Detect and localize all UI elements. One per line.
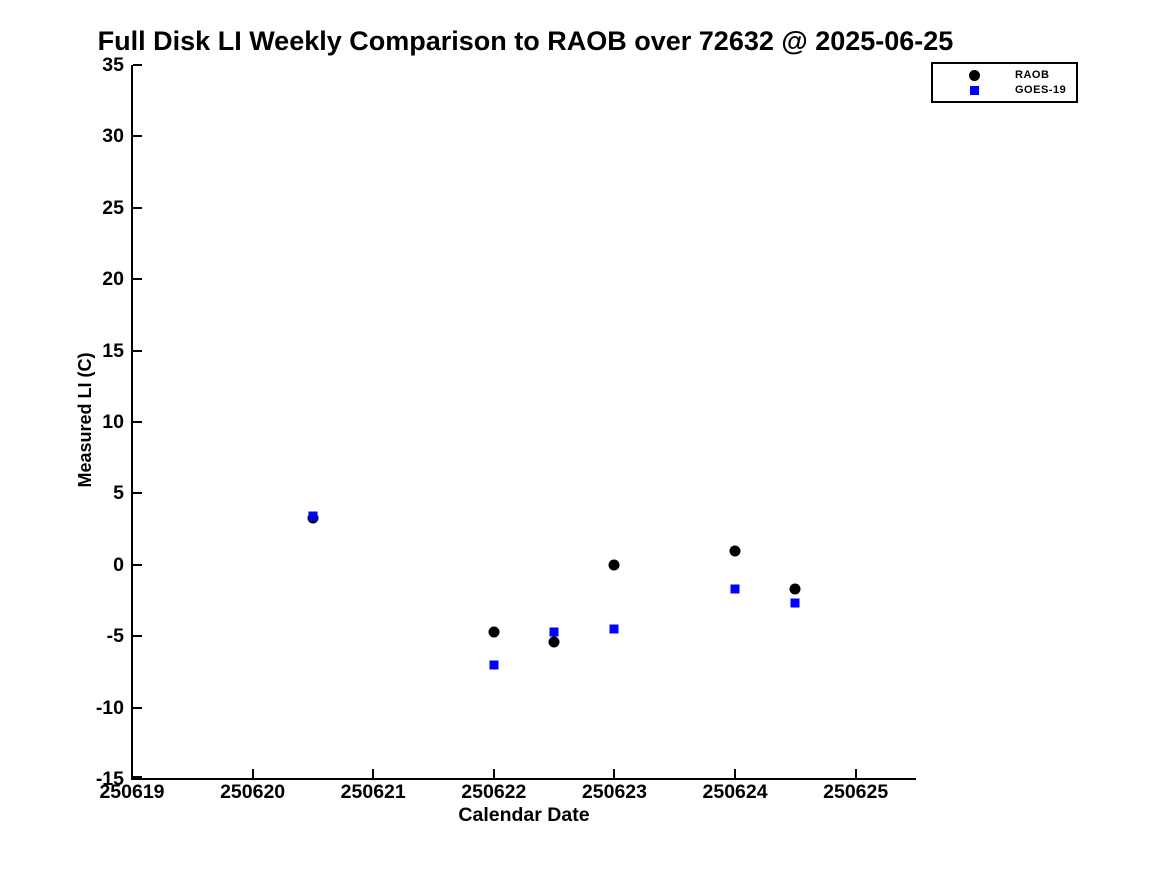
- y-tick-label: 20: [102, 268, 124, 291]
- goes-19-square-marker-icon: [969, 86, 979, 95]
- y-tick-mark: [133, 135, 142, 138]
- legend-marker-cell: [933, 70, 1015, 81]
- legend-item-raob: RAOB: [933, 68, 1076, 83]
- y-tick-label: 30: [102, 125, 124, 148]
- data-point-goes-19: [609, 624, 619, 634]
- x-tick-label: 250621: [340, 781, 406, 803]
- y-tick-label: 10: [102, 411, 124, 433]
- legend-marker-cell: [933, 86, 1015, 95]
- y-tick-mark: [133, 278, 142, 281]
- x-tick-mark: [734, 769, 737, 778]
- y-tick-mark: [133, 421, 142, 423]
- raob-circle-marker-icon: [968, 70, 980, 81]
- y-tick-mark: [133, 563, 142, 566]
- y-tick-label: -10: [95, 696, 124, 719]
- y-tick-label: 35: [102, 54, 124, 76]
- legend: RAOB GOES-19: [931, 62, 1078, 103]
- legend-item-goes-19: GOES-19: [933, 83, 1076, 98]
- y-tick-mark: [133, 64, 142, 66]
- x-tick-label: 250622: [461, 781, 527, 803]
- data-point-goes-19: [549, 627, 559, 637]
- x-tick-mark: [492, 769, 495, 778]
- x-axis-label: Calendar Date: [458, 804, 590, 826]
- data-point-raob: [548, 636, 560, 648]
- data-point-goes-19: [730, 584, 740, 594]
- x-tick-label: 250623: [581, 781, 647, 803]
- x-tick-mark: [251, 769, 254, 778]
- legend-label-raob: RAOB: [1015, 69, 1050, 81]
- y-tick-label: -15: [95, 768, 124, 790]
- y-tick-mark: [133, 776, 142, 778]
- y-tick-label: -5: [106, 625, 124, 648]
- x-tick-mark: [613, 769, 616, 778]
- y-tick-mark: [133, 349, 142, 352]
- data-point-raob: [488, 626, 500, 638]
- chart-title: Full Disk LI Weekly Comparison to RAOB o…: [97, 26, 954, 56]
- data-point-goes-19: [489, 660, 499, 670]
- x-tick-label: 250619: [99, 781, 165, 803]
- data-point-raob: [608, 559, 620, 571]
- x-tick-label: 250625: [823, 781, 889, 803]
- y-tick-label: 5: [113, 482, 124, 505]
- x-tick-mark: [131, 769, 133, 778]
- plot-area: [131, 64, 916, 780]
- x-tick-label: 250624: [702, 781, 768, 803]
- y-tick-mark: [133, 206, 142, 209]
- data-point-raob: [789, 583, 801, 595]
- y-tick-mark: [133, 635, 142, 638]
- y-tick-label: 0: [113, 553, 124, 576]
- data-point-goes-19: [308, 511, 318, 521]
- x-tick-mark: [854, 769, 857, 778]
- data-point-raob: [729, 545, 741, 557]
- y-tick-mark: [133, 492, 142, 495]
- x-tick-label: 250620: [220, 781, 286, 803]
- y-tick-label: 15: [102, 339, 124, 362]
- y-tick-label: 25: [102, 196, 124, 219]
- y-tick-mark: [133, 706, 142, 709]
- legend-label-goes-19: GOES-19: [1015, 84, 1067, 96]
- data-point-goes-19: [790, 598, 800, 608]
- x-tick-mark: [372, 769, 375, 778]
